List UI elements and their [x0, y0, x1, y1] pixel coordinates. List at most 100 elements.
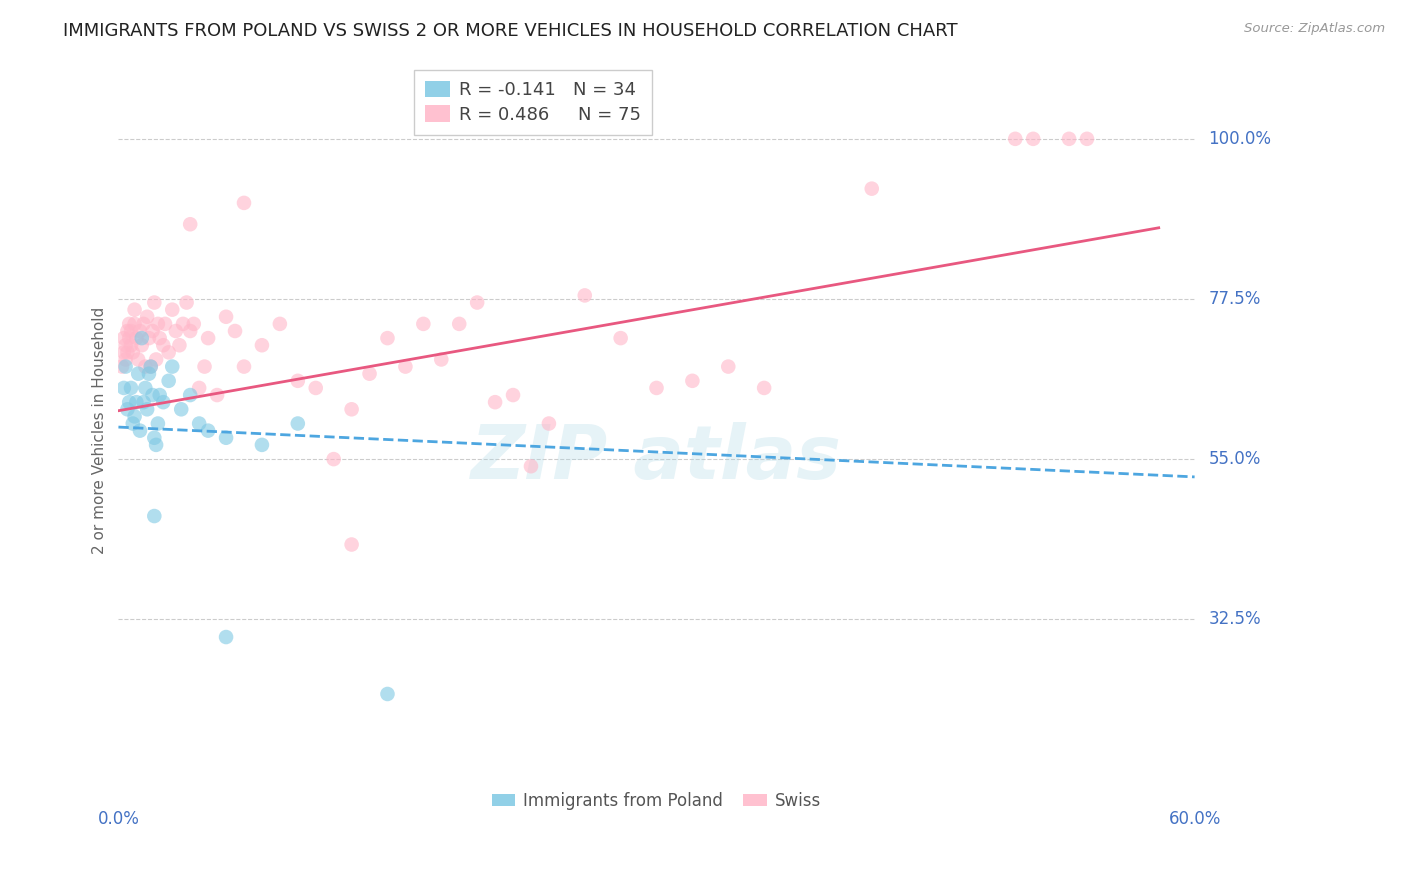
- Point: [157, 374, 180, 388]
- Point: [520, 459, 543, 474]
- Point: [136, 310, 159, 324]
- Point: [153, 317, 176, 331]
- Point: [149, 331, 172, 345]
- Point: [118, 395, 141, 409]
- Point: [269, 317, 291, 331]
- Text: 60.0%: 60.0%: [1168, 810, 1220, 828]
- Point: [430, 352, 453, 367]
- Point: [146, 317, 169, 331]
- Point: [1022, 132, 1045, 146]
- Text: 100.0%: 100.0%: [1209, 130, 1271, 148]
- Point: [112, 345, 135, 359]
- Point: [117, 324, 139, 338]
- Point: [138, 331, 160, 345]
- Point: [224, 324, 246, 338]
- Point: [1004, 132, 1026, 146]
- Point: [860, 181, 883, 195]
- Point: [143, 431, 166, 445]
- Text: ZIP atlas: ZIP atlas: [471, 422, 842, 495]
- Point: [124, 302, 146, 317]
- Point: [157, 345, 180, 359]
- Point: [136, 402, 159, 417]
- Point: [449, 317, 471, 331]
- Point: [574, 288, 596, 302]
- Point: [645, 381, 668, 395]
- Point: [215, 431, 238, 445]
- Point: [139, 359, 162, 374]
- Point: [121, 417, 143, 431]
- Point: [165, 324, 187, 338]
- Point: [149, 388, 172, 402]
- Point: [118, 317, 141, 331]
- Point: [287, 374, 309, 388]
- Point: [127, 367, 149, 381]
- Point: [143, 295, 166, 310]
- Point: [143, 509, 166, 524]
- Point: [129, 424, 152, 438]
- Point: [170, 402, 193, 417]
- Point: [179, 388, 201, 402]
- Point: [250, 438, 273, 452]
- Point: [215, 310, 238, 324]
- Point: [114, 338, 136, 352]
- Point: [169, 338, 191, 352]
- Point: [111, 359, 134, 374]
- Point: [132, 317, 155, 331]
- Point: [359, 367, 381, 381]
- Point: [537, 417, 560, 431]
- Point: [118, 331, 141, 345]
- Point: [752, 381, 775, 395]
- Text: Source: ZipAtlas.com: Source: ZipAtlas.com: [1244, 22, 1385, 36]
- Point: [162, 302, 184, 317]
- Point: [193, 359, 215, 374]
- Point: [1076, 132, 1098, 146]
- Point: [131, 331, 153, 345]
- Point: [112, 381, 135, 395]
- Point: [179, 217, 201, 231]
- Point: [377, 331, 399, 345]
- Point: [121, 345, 143, 359]
- Point: [609, 331, 631, 345]
- Point: [340, 537, 363, 551]
- Point: [502, 388, 524, 402]
- Point: [117, 402, 139, 417]
- Point: [162, 359, 184, 374]
- Point: [233, 195, 256, 210]
- Point: [145, 438, 167, 452]
- Point: [340, 402, 363, 417]
- Point: [681, 374, 703, 388]
- Point: [412, 317, 434, 331]
- Text: 32.5%: 32.5%: [1209, 610, 1261, 628]
- Text: 77.5%: 77.5%: [1209, 290, 1261, 308]
- Point: [152, 395, 174, 409]
- Point: [138, 367, 160, 381]
- Text: 55.0%: 55.0%: [1209, 450, 1261, 468]
- Point: [139, 359, 162, 374]
- Point: [124, 409, 146, 424]
- Point: [134, 359, 156, 374]
- Point: [287, 417, 309, 431]
- Point: [152, 338, 174, 352]
- Point: [215, 630, 238, 644]
- Point: [132, 395, 155, 409]
- Point: [114, 352, 136, 367]
- Point: [233, 359, 256, 374]
- Point: [394, 359, 416, 374]
- Point: [127, 352, 149, 367]
- Text: 0.0%: 0.0%: [97, 810, 139, 828]
- Point: [172, 317, 194, 331]
- Point: [120, 381, 142, 395]
- Y-axis label: 2 or more Vehicles in Household: 2 or more Vehicles in Household: [93, 307, 107, 554]
- Point: [197, 424, 219, 438]
- Point: [183, 317, 205, 331]
- Point: [197, 331, 219, 345]
- Point: [176, 295, 198, 310]
- Point: [250, 338, 273, 352]
- Point: [188, 381, 211, 395]
- Point: [305, 381, 328, 395]
- Point: [377, 687, 399, 701]
- Point: [205, 388, 228, 402]
- Point: [120, 338, 142, 352]
- Point: [146, 417, 169, 431]
- Point: [125, 395, 148, 409]
